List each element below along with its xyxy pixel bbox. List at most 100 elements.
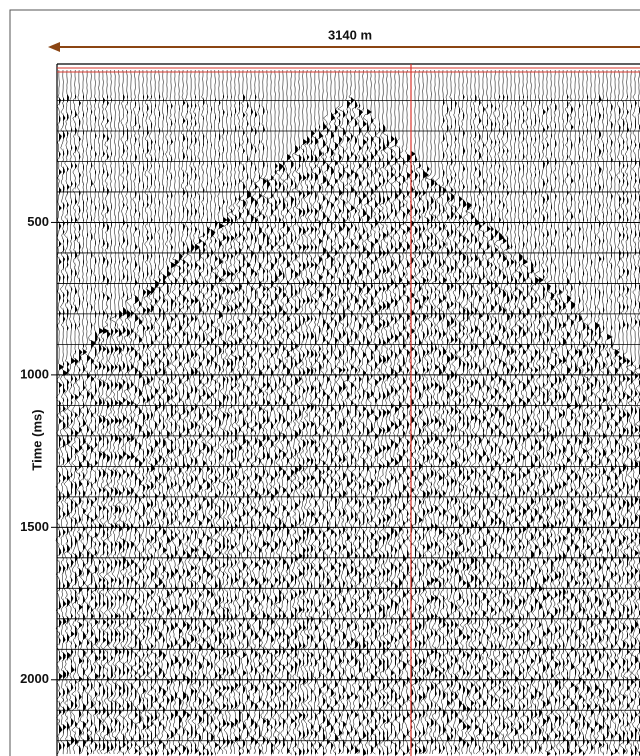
trace (163, 69, 172, 755)
trace (482, 69, 492, 755)
trace (107, 70, 115, 755)
trace (619, 69, 627, 755)
trace-fill (187, 70, 191, 756)
trace (63, 69, 72, 755)
trace (607, 70, 615, 755)
trace-fill (327, 70, 331, 756)
trace (590, 70, 600, 755)
trace-fill (223, 70, 228, 756)
trace-fill (79, 70, 83, 756)
trace-fill (487, 70, 491, 756)
trace (267, 69, 275, 755)
y-axis-label: Time (ms) (29, 409, 44, 470)
trace (559, 69, 567, 755)
trace (634, 69, 640, 754)
trace (125, 69, 135, 755)
trace (575, 69, 583, 755)
trace (522, 69, 531, 755)
trace (273, 69, 284, 755)
trace (631, 69, 640, 755)
trace-fill (563, 70, 567, 756)
trace-fill (355, 70, 359, 756)
trace (319, 69, 328, 755)
trace (302, 69, 311, 755)
trace (505, 69, 516, 755)
trace (138, 69, 147, 755)
trace (270, 70, 279, 755)
trace (610, 69, 621, 755)
trace (434, 69, 444, 755)
trace-fill (231, 70, 235, 756)
trace (237, 69, 247, 755)
trace (109, 69, 120, 755)
trace (323, 70, 331, 755)
trace (375, 69, 383, 755)
trace-fill (259, 70, 263, 756)
trace (253, 69, 263, 755)
trace (346, 70, 356, 754)
trace (71, 69, 79, 755)
trace-fill (351, 70, 355, 756)
trace (203, 69, 212, 755)
trace (370, 69, 379, 755)
trace-fill (463, 70, 467, 756)
trace-fill (507, 70, 511, 756)
trace (398, 69, 407, 755)
trace (131, 69, 139, 755)
trace (586, 69, 595, 755)
trace (90, 70, 100, 754)
trace (595, 69, 604, 755)
trace (227, 69, 235, 755)
trace (425, 69, 435, 755)
trace-fill (199, 70, 203, 756)
trace-fill (427, 70, 431, 756)
trace (625, 70, 635, 755)
trace (171, 69, 180, 755)
trace (395, 69, 403, 755)
trace (218, 70, 228, 755)
trace (519, 69, 529, 755)
trace-fill (315, 70, 319, 756)
trace-fill (471, 70, 475, 756)
trace-fill (631, 70, 635, 756)
trace (326, 70, 336, 755)
trace (379, 70, 387, 755)
trace (543, 69, 552, 755)
trace (246, 69, 255, 755)
trace-fill (135, 70, 139, 756)
trace-fill (379, 70, 383, 756)
trace-fill (579, 70, 583, 756)
trace-fill (95, 70, 99, 756)
y-tick-label: 1000 (20, 366, 49, 381)
trace (123, 69, 132, 755)
trace-fill (439, 70, 443, 756)
trace (282, 69, 292, 755)
trace (403, 69, 413, 755)
trace-fill (271, 70, 275, 756)
trace-fill (411, 70, 416, 756)
trace-fill (155, 70, 159, 756)
trace (315, 69, 324, 755)
trace (511, 69, 520, 755)
trace (563, 69, 572, 755)
trace (174, 69, 184, 755)
trace (342, 69, 352, 755)
trace (478, 69, 487, 755)
trace (307, 69, 316, 755)
trace (182, 69, 192, 755)
trace (223, 70, 232, 754)
trace-fill (291, 70, 295, 756)
trace (98, 69, 110, 755)
trace-fill (555, 70, 559, 756)
trace-fill (115, 70, 119, 756)
trace (582, 69, 592, 755)
trace-fill (343, 70, 347, 756)
trace (598, 69, 608, 755)
axes: 500 1000 1500 2000 (20, 42, 640, 756)
trace (86, 69, 97, 755)
trace-fill (635, 70, 639, 756)
trace (191, 69, 201, 755)
trace (334, 69, 344, 755)
trace-fill (475, 70, 481, 756)
